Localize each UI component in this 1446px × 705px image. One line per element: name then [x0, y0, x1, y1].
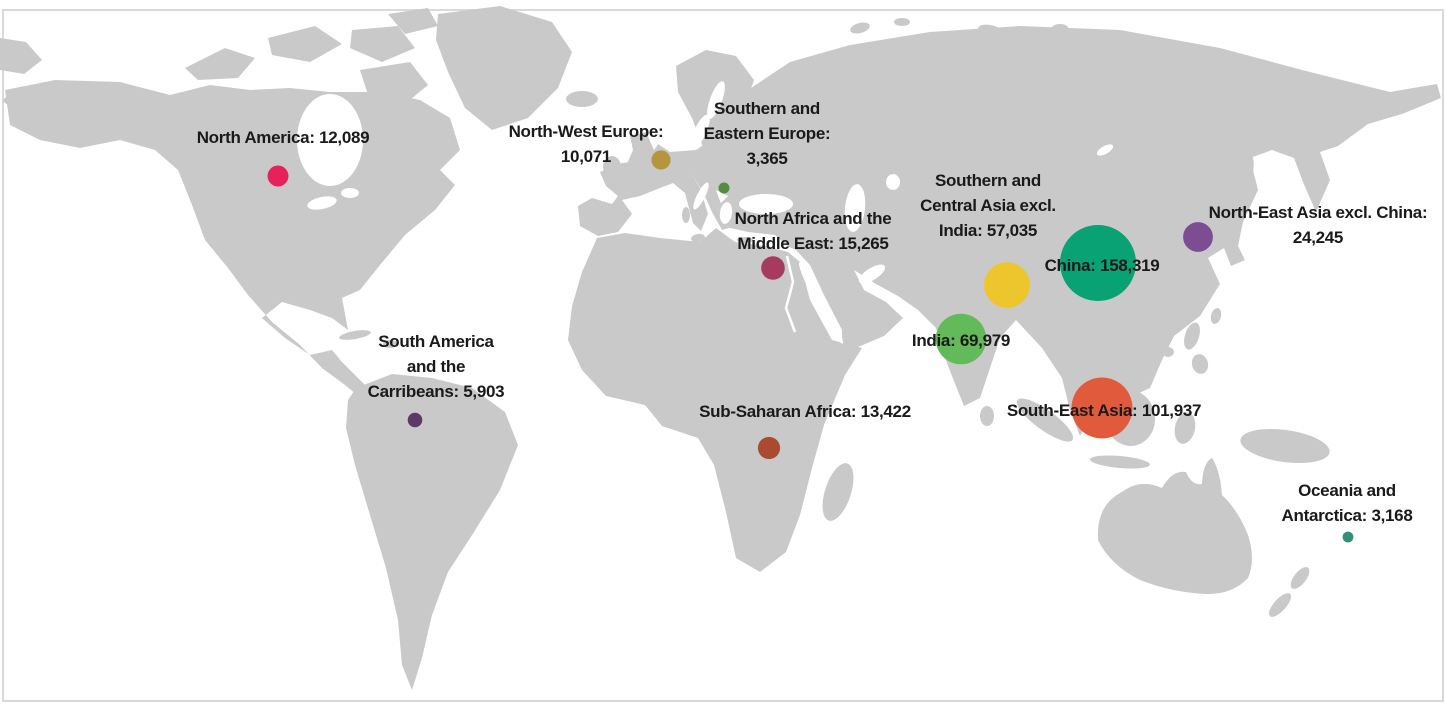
landmass-svalbard-2: [894, 18, 910, 26]
landmass-java: [1090, 455, 1150, 469]
caspian-sea: [844, 184, 866, 232]
landmass-sicily: [691, 233, 705, 243]
lake-baikal: [1096, 144, 1114, 156]
landmass-nz-north: [1290, 567, 1310, 589]
landmass-taiwan: [1210, 308, 1222, 324]
landmass-tasmania: [1212, 577, 1224, 593]
landmass-ellesmere: [388, 8, 438, 34]
bubble-north-west-europe[interactable]: [651, 150, 671, 170]
landmass-svalbard-1: [850, 22, 870, 34]
label-north-africa-middle-east: North Africa and the Middle East: 15,265: [735, 209, 892, 253]
landmass-iceland: [566, 91, 598, 107]
landmass-greenland: [436, 6, 572, 130]
landmass-philippines-north: [1184, 322, 1200, 350]
bubble-southern-central-asia[interactable]: [984, 262, 1030, 308]
landmass-arctic-island-3: [350, 26, 415, 62]
labels-layer: North America: 12,089 North-West Europe: 1…: [197, 99, 1428, 525]
label-north-west-europe: North-West Europe: 10,071: [509, 122, 664, 166]
red-sea: [798, 262, 844, 344]
landmass-south-america: [346, 374, 518, 690]
label-north-america: North America: 12,089: [197, 128, 370, 147]
great-lakes-west: [307, 196, 337, 210]
bubbles-layer: [267, 150, 1354, 543]
seas-layer: [297, 81, 1114, 344]
bubble-north-america[interactable]: [267, 165, 289, 187]
landmass-nz-south: [1269, 593, 1291, 617]
landmass-sri-lanka: [980, 406, 994, 426]
bubble-north-east-asia[interactable]: [1183, 222, 1213, 252]
bubble-southern-eastern-europe[interactable]: [718, 182, 730, 194]
landmass-arctic-island-2: [268, 26, 342, 62]
label-sub-saharan-africa: Sub-Saharan Africa: 13,422: [699, 402, 911, 421]
landmass-crete: [737, 237, 753, 243]
label-india: India: 69,979: [912, 331, 1010, 350]
label-china: China: 158,319: [1045, 256, 1160, 275]
landmass-eurasia: [578, 26, 1441, 436]
aegean-sea: [719, 202, 733, 224]
landmass-sardinia: [682, 207, 690, 223]
label-southern-central-asia: Southern and Central Asia excl. India: 57,…: [920, 171, 1056, 240]
landmass-madagascar: [822, 463, 854, 521]
landmass-australia: [1097, 458, 1252, 595]
landmass-sakhalin: [1240, 156, 1254, 200]
great-lakes-east: [341, 188, 359, 198]
landmass-baffin: [360, 62, 428, 108]
bubble-china[interactable]: [1060, 225, 1136, 301]
label-north-east-asia: North-East Asia excl. China: 24,245: [1209, 203, 1428, 247]
adriatic-sea: [693, 182, 709, 210]
landmass-severnaya: [1052, 24, 1068, 32]
landmass-hispaniola: [383, 340, 397, 348]
bubble-india[interactable]: [935, 313, 987, 365]
landmass-sulawesi: [1174, 412, 1196, 444]
label-south-east-asia: South-East Asia: 101,937: [1007, 401, 1201, 420]
gulf-of-bothnia: [707, 81, 725, 119]
landmass-japan-hokkaido: [1227, 199, 1249, 217]
nile-river: [784, 255, 797, 333]
bubble-oceania-antarctica[interactable]: [1342, 531, 1354, 543]
landmass-new-guinea: [1240, 428, 1330, 464]
bubble-south-america-carribeans[interactable]: [407, 412, 423, 428]
black-sea: [739, 194, 793, 214]
baltic-sea: [690, 114, 710, 150]
persian-gulf: [858, 264, 886, 284]
aral-sea: [886, 174, 900, 190]
bubble-south-east-asia[interactable]: [1071, 377, 1133, 439]
label-south-america-carribeans: South America and the Carribeans: 5,903: [368, 332, 505, 401]
landmass-novaya-zemlya: [978, 24, 1002, 36]
landmass-philippines-south: [1191, 354, 1209, 374]
landmass-cyprus: [781, 237, 793, 243]
landmass-japan-kyushu: [1174, 271, 1190, 285]
landmass-cuba: [339, 330, 371, 340]
label-southern-eastern-europe: Southern and Eastern Europe: 3,365: [704, 99, 831, 168]
label-oceania-antarctica: Oceania and Antarctica: 3,168: [1282, 481, 1413, 525]
landmass-arctic-island-1: [185, 48, 255, 80]
landmass-hainan: [1162, 347, 1174, 357]
bubble-sub-saharan-africa[interactable]: [757, 436, 781, 460]
landmass-sumatra: [1016, 398, 1074, 442]
landmass-chukotka-wrap: [0, 38, 42, 74]
bubble-north-africa-middle-east[interactable]: [761, 256, 785, 280]
hudson-bay: [297, 94, 363, 186]
